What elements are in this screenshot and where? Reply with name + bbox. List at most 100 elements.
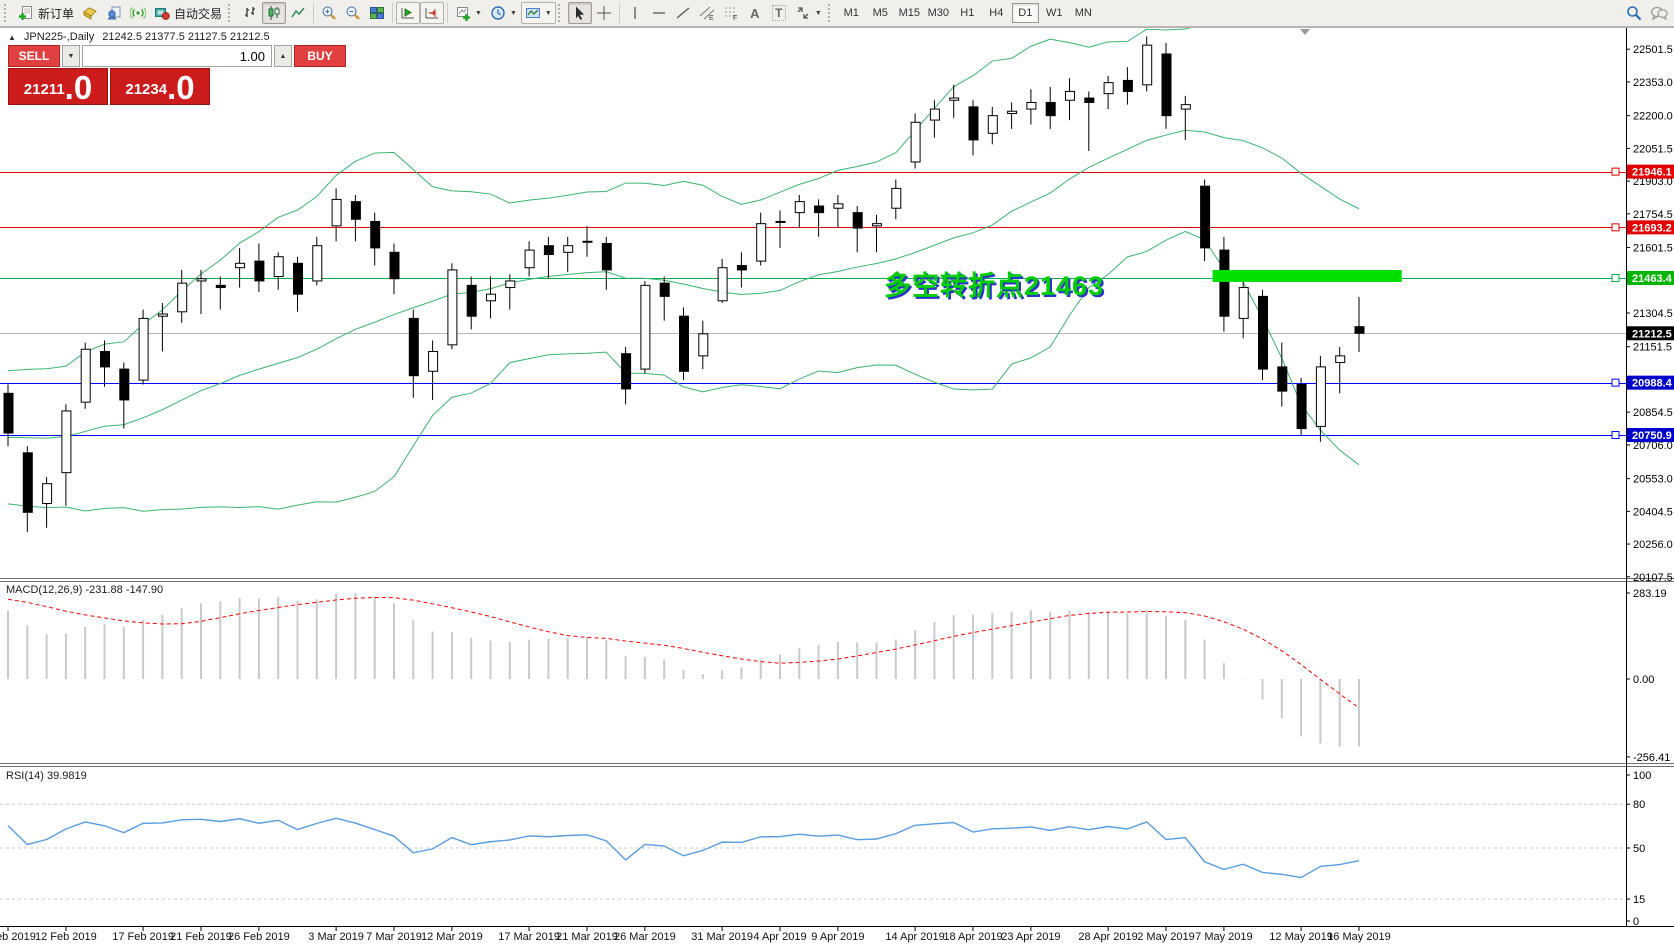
date-tick-label: 17 Feb 2019 bbox=[112, 931, 174, 943]
dropdown-caret-icon: ▼ bbox=[475, 9, 482, 17]
bar-chart-button[interactable] bbox=[238, 2, 262, 24]
date-tick-label: 12 Mar 2019 bbox=[421, 931, 483, 943]
chart-annotation-text[interactable]: 多空转折点21463 bbox=[884, 271, 1105, 301]
signals-button[interactable] bbox=[126, 2, 150, 24]
tf-button-h1[interactable]: H1 bbox=[960, 7, 975, 19]
cursor-button[interactable] bbox=[567, 2, 592, 24]
date-tick-label: 16 May 2019 bbox=[1327, 931, 1391, 943]
date-tick-label: 28 Apr 2019 bbox=[1078, 931, 1137, 943]
horizontal-line-button[interactable] bbox=[647, 2, 671, 24]
step-forward-button[interactable] bbox=[396, 2, 421, 24]
add-indicator-icon bbox=[457, 7, 471, 21]
toolbar-grip[interactable] bbox=[827, 4, 834, 22]
zoom-out-button[interactable] bbox=[341, 2, 365, 24]
chart-shift-button[interactable] bbox=[420, 2, 445, 24]
date-tick-label: 7 May 2019 bbox=[1195, 931, 1252, 943]
channel-button[interactable]: E bbox=[695, 2, 719, 24]
tile-windows-icon bbox=[370, 7, 385, 19]
svg-text:22353.0: 22353.0 bbox=[1633, 77, 1673, 89]
date-tick-label: 17 Mar 2019 bbox=[498, 931, 560, 943]
chart-shift-marker bbox=[1300, 29, 1310, 35]
search-button[interactable] bbox=[1622, 2, 1646, 24]
template-button[interactable]: ▼ bbox=[520, 2, 556, 24]
dropdown-caret-icon: ▼ bbox=[814, 9, 822, 17]
fibonacci-button[interactable]: F bbox=[719, 2, 743, 24]
label-tool-icon: T bbox=[772, 5, 786, 21]
step-forward-icon bbox=[401, 8, 415, 19]
sell-price-main: 21211 bbox=[23, 81, 65, 98]
tf-button-m15[interactable]: M15 bbox=[898, 7, 920, 19]
price-tag-label: 21946.1 bbox=[1632, 167, 1672, 179]
toolbar-separator bbox=[313, 3, 315, 23]
svg-text:21304.5: 21304.5 bbox=[1633, 308, 1673, 320]
macd-layer bbox=[7, 593, 1360, 747]
add-indicator-button[interactable]: ▼ bbox=[451, 2, 486, 24]
price-tag-label: 21212.5 bbox=[1632, 328, 1672, 340]
line-chart-icon bbox=[291, 7, 305, 18]
candlestick-chart-button[interactable] bbox=[262, 2, 287, 24]
volume-up-button[interactable]: ▲ bbox=[274, 45, 292, 67]
chat-button[interactable] bbox=[1646, 2, 1672, 24]
svg-text:0: 0 bbox=[1633, 916, 1639, 928]
periods-button[interactable]: ▼ bbox=[486, 2, 521, 24]
volume-input[interactable] bbox=[82, 45, 272, 67]
signals-icon bbox=[130, 7, 147, 19]
tf-button-w1[interactable]: W1 bbox=[1046, 7, 1063, 19]
tf-button-m30[interactable]: M30 bbox=[927, 7, 949, 19]
market-watch-icon bbox=[107, 6, 121, 20]
search-icon bbox=[1627, 6, 1642, 21]
svg-text:20404.5: 20404.5 bbox=[1633, 506, 1673, 518]
arrows-button[interactable]: ▼ bbox=[791, 2, 826, 24]
text-label-button[interactable]: T bbox=[767, 2, 791, 24]
auto-trading-icon bbox=[155, 8, 170, 20]
svg-text:100: 100 bbox=[1633, 770, 1651, 782]
zoom-in-button[interactable] bbox=[317, 2, 341, 24]
buy-button[interactable]: BUY bbox=[294, 45, 346, 67]
auto-trading-button[interactable]: 自动交易 bbox=[150, 2, 226, 24]
green-zone-rect[interactable] bbox=[1212, 269, 1402, 282]
sell-button[interactable]: SELL bbox=[8, 45, 60, 67]
ohlc-values: 21242.5 21377.5 21127.5 21212.5 bbox=[102, 31, 270, 43]
channel-icon: E bbox=[699, 6, 715, 21]
sell-price-pips: .0 bbox=[64, 69, 93, 106]
candles-layer bbox=[3, 36, 1365, 533]
fibo-letter: F bbox=[733, 15, 737, 21]
new-order-button[interactable]: 新订单 bbox=[14, 2, 78, 24]
crosshair-button[interactable] bbox=[592, 2, 616, 24]
one-click-trade-panel: SELL ▼ ▲ BUY 21211.0 21234.0 bbox=[8, 45, 346, 105]
trendline-button[interactable] bbox=[671, 2, 695, 24]
sell-price-box[interactable]: 21211.0 bbox=[8, 68, 108, 105]
svg-text:22051.5: 22051.5 bbox=[1633, 143, 1673, 155]
svg-text:21151.5: 21151.5 bbox=[1633, 342, 1672, 354]
price-tag-label: 21693.2 bbox=[1632, 222, 1672, 234]
profiles-button[interactable] bbox=[78, 2, 102, 24]
toolbar-grip[interactable] bbox=[557, 4, 564, 22]
line-chart-button[interactable] bbox=[286, 2, 310, 24]
tf-button-h4[interactable]: H4 bbox=[989, 7, 1004, 19]
toolbar-grip[interactable] bbox=[4, 4, 10, 22]
svg-text:20256.0: 20256.0 bbox=[1633, 539, 1673, 551]
price-tag-label: 20988.4 bbox=[1632, 378, 1673, 390]
svg-text:15: 15 bbox=[1633, 894, 1645, 906]
timeframe-toolbar: M1 M5 M15 M30 H1 H4 D1 W1 MN bbox=[838, 3, 1097, 23]
tile-windows-button[interactable] bbox=[365, 2, 389, 24]
toolbar-grip[interactable] bbox=[228, 4, 234, 22]
date-tick-label: 4 Apr 2019 bbox=[753, 931, 806, 943]
tf-button-m1[interactable]: M1 bbox=[843, 7, 859, 19]
chat-icon bbox=[1650, 6, 1668, 21]
tf-button-d1[interactable]: D1 bbox=[1011, 3, 1039, 23]
volume-down-button[interactable]: ▼ bbox=[62, 45, 80, 67]
date-tick-label: 7 Feb 2019 bbox=[0, 931, 36, 943]
cursor-icon bbox=[575, 6, 584, 20]
vertical-line-button[interactable] bbox=[623, 2, 647, 24]
buy-price-box[interactable]: 21234.0 bbox=[110, 68, 210, 105]
text-button[interactable]: A bbox=[743, 2, 767, 24]
buy-price-pips: .0 bbox=[167, 69, 195, 106]
collapse-panel-icon[interactable]: ▲ bbox=[8, 32, 16, 42]
market-watch-button[interactable] bbox=[102, 2, 126, 24]
tf-button-m5[interactable]: M5 bbox=[872, 7, 888, 19]
tf-button-mn[interactable]: MN bbox=[1074, 7, 1092, 19]
svg-text:0.00: 0.00 bbox=[1633, 674, 1654, 686]
